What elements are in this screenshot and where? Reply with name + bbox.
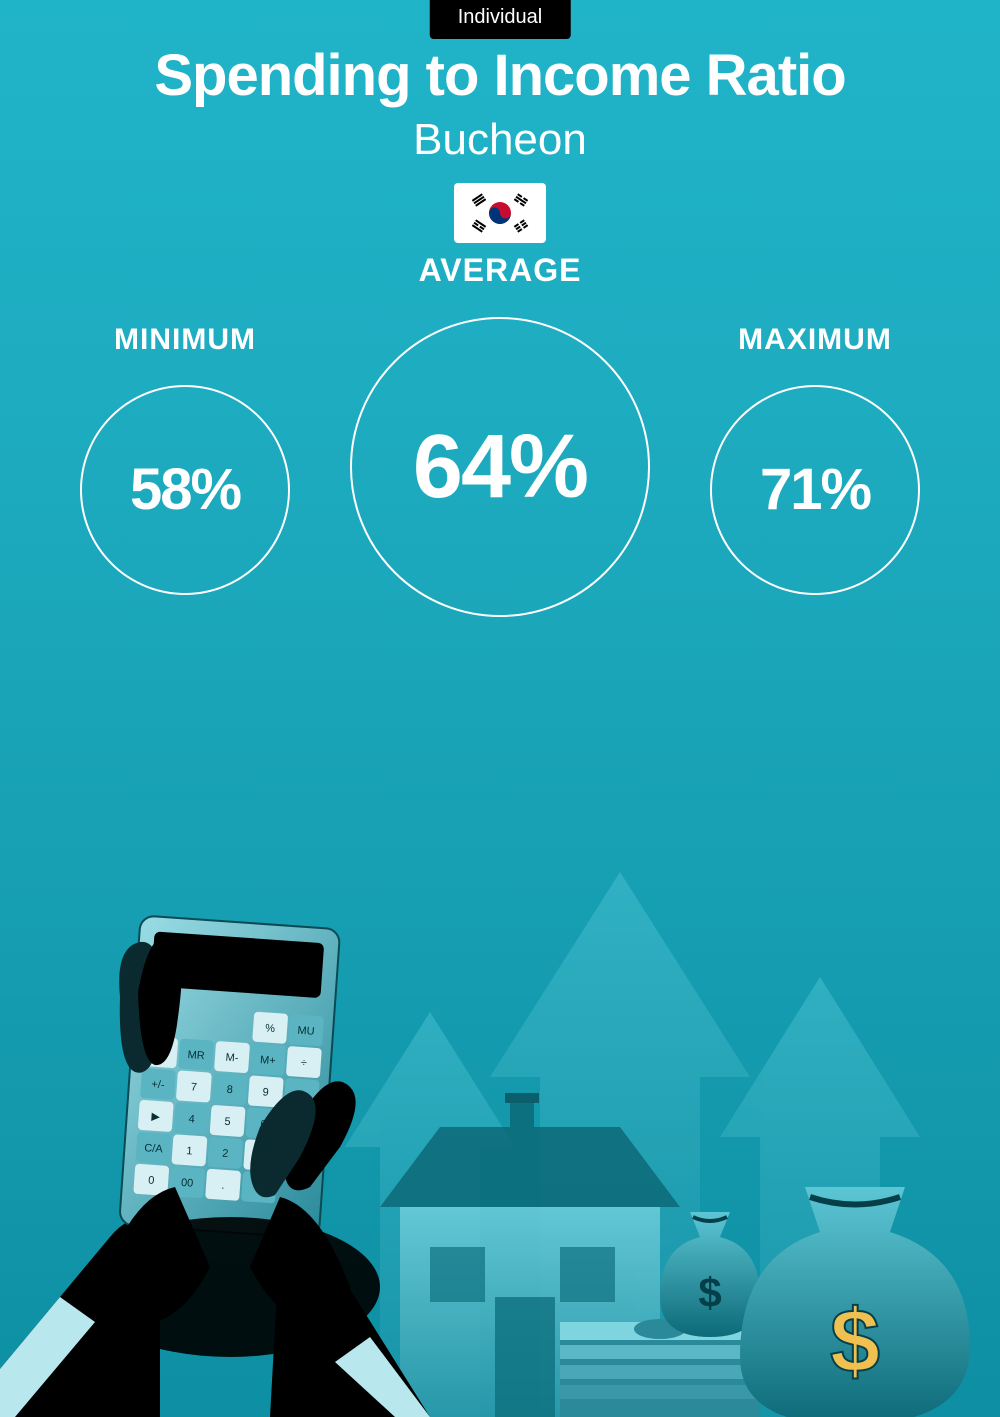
stat-minimum-label: MINIMUM — [114, 323, 256, 357]
svg-text:MC: MC — [151, 1046, 169, 1059]
stat-minimum-value: 58% — [130, 456, 240, 523]
svg-text:÷: ÷ — [300, 1057, 307, 1069]
svg-text:+: + — [293, 1153, 300, 1165]
svg-text:%: % — [265, 1022, 276, 1035]
svg-text:▶: ▶ — [151, 1111, 161, 1124]
svg-text:5: 5 — [224, 1116, 231, 1128]
stat-average-value: 64% — [413, 416, 587, 519]
stat-maximum-label: MAXIMUM — [738, 323, 892, 357]
stat-minimum: MINIMUM 58% — [80, 323, 290, 595]
large-money-bag-icon: $ — [740, 1187, 970, 1417]
svg-text:4: 4 — [188, 1113, 195, 1125]
stat-maximum: MAXIMUM 71% — [710, 323, 920, 595]
svg-text:9: 9 — [262, 1086, 269, 1098]
page-title: Spending to Income Ratio — [0, 42, 1000, 109]
stat-average: AVERAGE 64% — [350, 252, 650, 617]
finance-illustration: $ $ %MUMCMRM-M+÷+/-789×▶456−C/A123+000.= — [0, 817, 1000, 1417]
type-tab: Individual — [430, 0, 571, 39]
svg-text:MU: MU — [297, 1025, 315, 1038]
svg-text:+/-: +/- — [151, 1079, 165, 1092]
page-subtitle: Bucheon — [0, 115, 1000, 165]
svg-text:C/A: C/A — [144, 1142, 164, 1155]
svg-text:MR: MR — [187, 1049, 205, 1062]
svg-text:3: 3 — [258, 1150, 265, 1162]
svg-text:×: × — [298, 1089, 305, 1101]
svg-text:6: 6 — [260, 1118, 267, 1130]
svg-text:1: 1 — [186, 1145, 193, 1157]
stat-maximum-value: 71% — [760, 456, 870, 523]
stat-minimum-circle: 58% — [80, 385, 290, 595]
svg-text:−: − — [296, 1121, 303, 1133]
svg-text:0: 0 — [148, 1175, 155, 1187]
flag-box — [454, 183, 546, 243]
korea-flag-icon — [464, 189, 536, 237]
house-icon — [380, 1093, 680, 1417]
growth-arrows-icon — [345, 872, 920, 1417]
svg-text:8: 8 — [226, 1084, 233, 1096]
small-money-bag-icon: $ — [660, 1212, 760, 1337]
svg-text:2: 2 — [222, 1148, 229, 1160]
header: Spending to Income Ratio Bucheon — [0, 42, 1000, 248]
svg-text:$: $ — [830, 1292, 880, 1392]
svg-text:M+: M+ — [260, 1054, 276, 1067]
cash-stack-icon — [560, 1319, 760, 1417]
stat-average-label: AVERAGE — [419, 252, 582, 289]
svg-text:00: 00 — [181, 1177, 194, 1190]
svg-text:.: . — [221, 1180, 225, 1192]
svg-text:$: $ — [698, 1269, 721, 1316]
svg-text:=: = — [255, 1182, 262, 1194]
stats-row: MINIMUM 58% AVERAGE 64% MAXIMUM 71% — [0, 300, 1000, 617]
stat-average-circle: 64% — [350, 317, 650, 617]
stat-maximum-circle: 71% — [710, 385, 920, 595]
svg-text:M-: M- — [225, 1052, 239, 1065]
svg-text:7: 7 — [190, 1081, 197, 1093]
hands-calculator-icon: %MUMCMRM-M+÷+/-789×▶456−C/A123+000.= — [0, 915, 430, 1417]
